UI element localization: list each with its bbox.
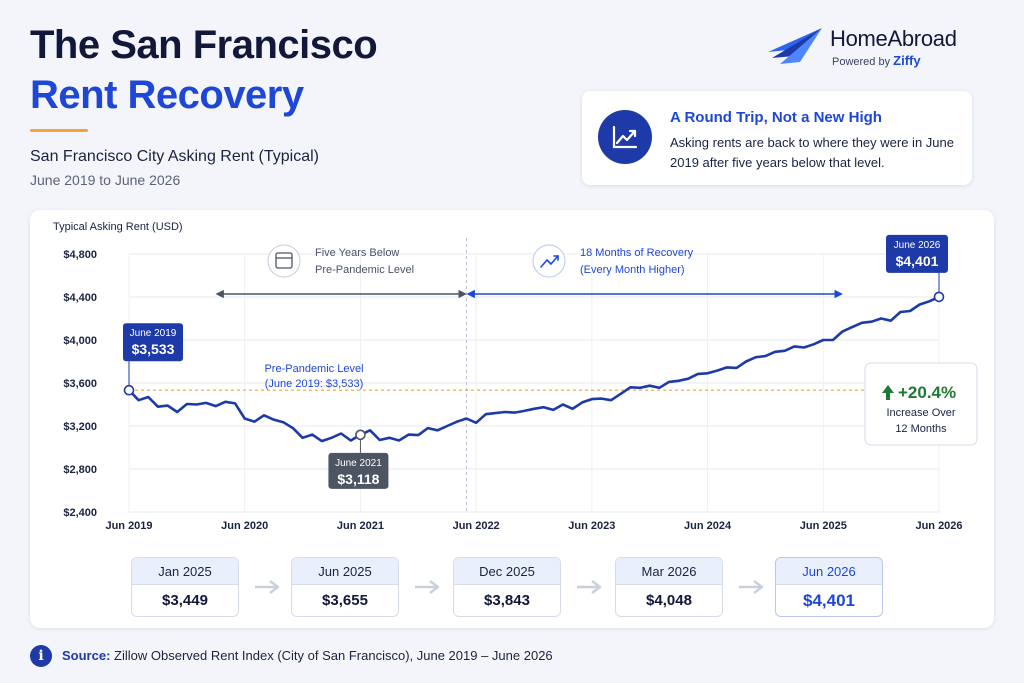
y-tick-label: $3,600 — [63, 378, 97, 390]
milestone-date: Jun 2025 — [292, 558, 398, 585]
x-tick-label: Jun 2026 — [915, 520, 962, 532]
y-tick-label: $4,000 — [63, 335, 97, 347]
y-tick-label: $2,400 — [63, 507, 97, 519]
source-body: Zillow Observed Rent Index (City of San … — [114, 648, 553, 663]
y-tick-label: $4,800 — [63, 249, 97, 261]
milestone-date: Jan 2025 — [132, 558, 238, 585]
period-1-line1: Five Years Below — [315, 247, 399, 259]
info-icon: i — [30, 645, 52, 667]
change-line1: Increase Over — [886, 407, 955, 419]
title-line-2: Rent Recovery — [30, 73, 304, 117]
callout-card: A Round Trip, Not a New High Asking rent… — [582, 91, 972, 185]
data-point-marker — [355, 429, 366, 441]
milestone-date: Dec 2025 — [454, 558, 560, 585]
x-tick-label: Jun 2024 — [684, 520, 732, 532]
milestone-date: Mar 2026 — [616, 558, 722, 585]
y-tick-label: $2,800 — [63, 464, 97, 476]
calendar-icon-body — [275, 252, 293, 269]
change-line2: 12 Months — [895, 423, 947, 435]
y-axis-title: Typical Asking Rent (USD) — [53, 221, 183, 233]
marker-date: June 2026 — [894, 240, 941, 251]
marker-value: $4,401 — [896, 253, 939, 269]
marker-label-box — [328, 452, 389, 489]
change-box — [864, 362, 978, 446]
marker-label-box — [123, 323, 183, 362]
source-note: i Source: Zillow Observed Rent Index (Ci… — [30, 645, 730, 667]
change-value: +20.4% — [898, 383, 956, 402]
partner-name: Ziffy — [893, 53, 921, 68]
trend-up-icon-head — [553, 255, 559, 261]
data-point-marker — [123, 384, 135, 396]
date-range: June 2019 to June 2026 — [30, 172, 181, 188]
milestone-card: Mar 2026 $4,048 — [615, 557, 723, 617]
brand-name: HomeAbroad — [830, 26, 957, 51]
calendar-icon — [267, 244, 301, 278]
brand-logo: HomeAbroad Powered by Ziffy — [766, 26, 998, 70]
milestone-value: $4,401 — [803, 591, 855, 610]
period-2-line1: 18 Months of Recovery — [580, 247, 694, 259]
marker-value: $3,118 — [337, 471, 379, 487]
milestone-value: $4,048 — [646, 592, 692, 609]
source-label: Source: — [62, 648, 111, 663]
period-1-line2: Pre-Pandemic Level — [315, 264, 414, 276]
title-underline — [30, 129, 88, 132]
source-text: Source: Zillow Observed Rent Index (City… — [62, 648, 553, 663]
arrow-right-icon — [255, 580, 280, 594]
marker-label-box — [886, 234, 948, 273]
trend-up-icon-line — [540, 255, 559, 268]
rent-line-chart: Typical Asking Rent (USD) $2,400 $2,800 $3,… — [53, 221, 978, 532]
title-line-1: The San Francisco — [30, 23, 378, 67]
milestone-value: $3,843 — [484, 592, 530, 609]
x-tick-label: Jun 2022 — [453, 520, 500, 532]
data-point-marker — [933, 291, 945, 303]
y-tick-label: $3,200 — [63, 421, 97, 433]
brand-powered-by: Powered by Ziffy — [832, 53, 921, 68]
x-tick-label: Jun 2020 — [221, 520, 268, 532]
milestone-card: Jun 2026 $4,401 — [775, 557, 883, 617]
milestone-value: $3,449 — [162, 592, 208, 609]
arrow-right-icon — [415, 580, 440, 594]
milestone-date: Jun 2026 — [776, 558, 882, 585]
x-tick-label: Jun 2023 — [568, 520, 615, 532]
y-tick-label: $4,400 — [63, 292, 97, 304]
reference-label-line2: (June 2019: $3,533) — [265, 378, 363, 390]
marker-date: June 2021 — [335, 458, 382, 469]
x-tick-label: Jun 2019 — [105, 520, 152, 532]
powered-by-label: Powered by — [832, 56, 891, 68]
period-2-line2: (Every Month Higher) — [580, 264, 685, 276]
rent-series-line — [127, 295, 941, 443]
paper-plane-icon — [768, 28, 822, 64]
marker-date: June 2019 — [130, 328, 177, 339]
milestone-card: Jan 2025 $3,449 — [131, 557, 239, 617]
marker-value: $3,533 — [132, 341, 175, 357]
reference-label-line1: Pre-Pandemic Level — [264, 363, 363, 375]
callout-body: Asking rents are back to where they were… — [670, 135, 954, 170]
callout-title: A Round Trip, Not a New High — [670, 109, 882, 126]
arrow-right-icon — [739, 580, 764, 594]
milestone-card: Jun 2025 $3,655 — [291, 557, 399, 617]
arrow-right-icon — [577, 580, 602, 594]
trend-up-icon — [598, 110, 652, 164]
arrow-up-icon — [882, 385, 894, 400]
x-tick-label: Jun 2021 — [337, 520, 384, 532]
milestone-value: $3,655 — [322, 592, 368, 609]
chart-subtitle: San Francisco City Asking Rent (Typical) — [30, 148, 319, 165]
milestone-card: Dec 2025 $3,843 — [453, 557, 561, 617]
x-tick-label: Jun 2025 — [800, 520, 847, 532]
